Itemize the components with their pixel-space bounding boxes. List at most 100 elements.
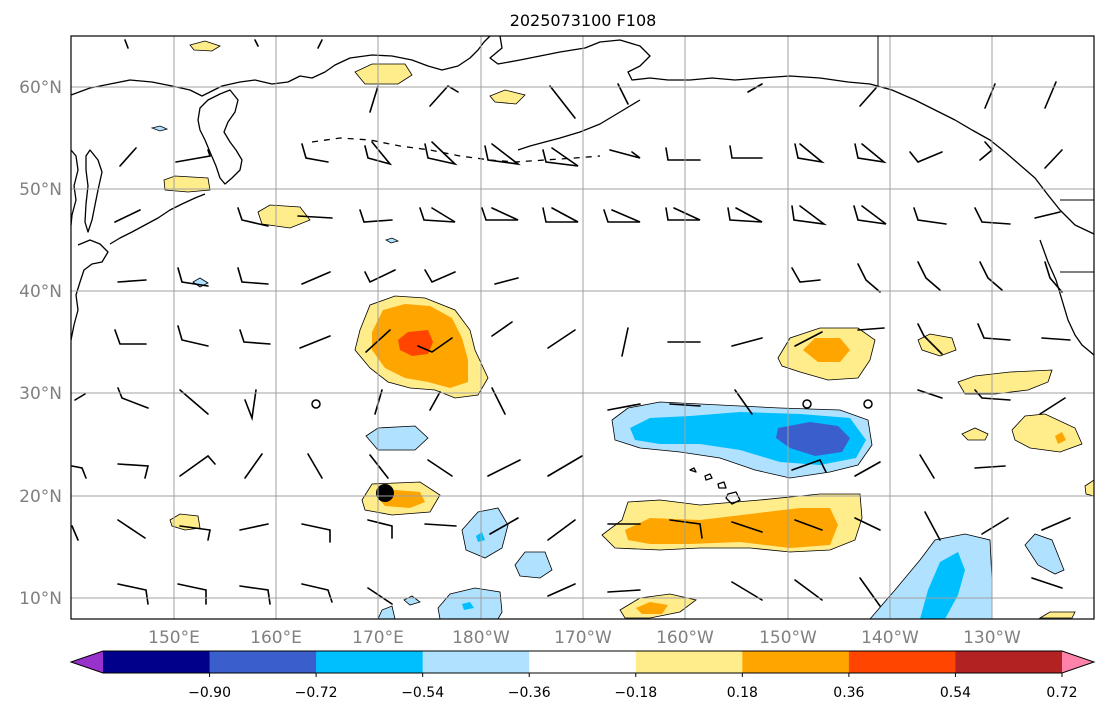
- wind-barb: [794, 143, 825, 164]
- wind-barb: [114, 209, 141, 223]
- coastline-western-na: [1039, 239, 1095, 356]
- wind-barb: [254, 39, 259, 47]
- anomaly-region: [776, 422, 850, 456]
- wind-barb: [794, 331, 823, 347]
- wind-barb: [419, 207, 456, 223]
- anomaly-region: [163, 175, 211, 193]
- anomaly-region: [365, 425, 429, 451]
- wind-barb: [117, 463, 150, 479]
- colorbar-segment: [742, 651, 850, 673]
- map-panel: [70, 35, 1095, 620]
- wind-barb: [909, 151, 943, 163]
- wind-barb: [1044, 261, 1063, 293]
- wind-barb: [239, 329, 271, 345]
- coastline-alaska-peninsula: [517, 99, 641, 151]
- wind-barb: [609, 149, 641, 159]
- coastline-sakhalin: [84, 149, 103, 233]
- wind-barb: [484, 143, 521, 166]
- anomaly-region: [961, 427, 989, 441]
- wind-barb: [177, 267, 209, 287]
- wind-barb: [301, 523, 331, 543]
- wind-barb: [179, 389, 209, 415]
- wind-barb: [299, 335, 331, 349]
- wind-barb: [859, 87, 877, 107]
- wind-barb: [747, 83, 763, 93]
- colorbar-segment: [316, 651, 424, 673]
- coastlines: [70, 35, 1095, 505]
- wind-barb: [854, 143, 887, 164]
- wind-barb: [179, 525, 211, 541]
- wind-barb: [549, 85, 576, 119]
- wind-barb: [1041, 517, 1071, 531]
- wind-barb: [424, 141, 458, 166]
- colorbar-tick-label: −0.36: [508, 685, 551, 701]
- wind-barb: [607, 403, 641, 411]
- wind-barb: [297, 215, 333, 219]
- anomaly-region: [1011, 413, 1083, 453]
- wind-barb: [542, 207, 579, 223]
- longitude-labels: 150°E 160°E 170°E 180°W 170°W 160°W 150°…: [148, 628, 1021, 648]
- wind-barb: [369, 85, 379, 113]
- colorbar-segment: [955, 651, 1063, 673]
- wind-barb: [124, 39, 129, 49]
- wind-barb: [177, 583, 207, 605]
- anomaly-region: [636, 602, 668, 614]
- wind-barb: [547, 583, 576, 597]
- colorbar-extend-high: [1062, 651, 1094, 673]
- wind-barb: [603, 209, 641, 223]
- lon-label: 160°E: [250, 628, 302, 648]
- wind-barb: [734, 389, 753, 415]
- wind-barb: [487, 459, 521, 477]
- wind-barb: [239, 585, 271, 605]
- coastline-alaska: [489, 35, 1095, 235]
- wind-barb: [854, 461, 881, 477]
- wind-barb: [71, 525, 79, 541]
- wind-barb: [924, 511, 941, 541]
- wind-barb: [857, 263, 881, 293]
- anomaly-region: [957, 369, 1053, 395]
- wind-barb: [359, 209, 393, 223]
- colorbar-segment: [103, 651, 211, 673]
- colorbar-tick-label: 0.54: [940, 685, 971, 701]
- wind-barb: [179, 454, 216, 477]
- wind-barb: [917, 323, 943, 355]
- wind-barb: [369, 454, 389, 479]
- coastline-aleutians: [311, 137, 601, 163]
- wind-barbs: [71, 39, 1071, 607]
- wind-barb: [317, 39, 323, 49]
- lon-label: 160°W: [656, 628, 714, 648]
- colorbar-tick-label: −0.90: [188, 685, 231, 701]
- coastline-mainland-asia: [70, 149, 79, 226]
- wind-barb: [974, 465, 1006, 469]
- calm-circle: [311, 399, 321, 409]
- wind-barb: [117, 583, 149, 605]
- colorbar-segment: [422, 651, 530, 673]
- wind-barb: [1044, 81, 1057, 109]
- wind-barb: [1041, 337, 1071, 341]
- wind-barb: [791, 267, 821, 283]
- wind-barb: [427, 459, 453, 477]
- wind-barb: [857, 327, 885, 331]
- lon-label: 150°E: [148, 628, 200, 648]
- anomaly-region: [514, 551, 553, 579]
- wind-barb: [117, 279, 147, 283]
- wind-barb: [301, 271, 331, 285]
- coastline-hokkaido: [70, 239, 109, 341]
- anomaly-region: [354, 63, 413, 85]
- colorbar-tick-label: 0.36: [833, 685, 864, 701]
- colorbar-tick-label: −0.54: [401, 685, 444, 701]
- lat-label: 60°N: [19, 78, 62, 98]
- wind-barb: [491, 387, 506, 415]
- wind-barb: [547, 455, 583, 477]
- wind-barb: [119, 147, 137, 167]
- wind-barb: [74, 393, 86, 401]
- wind-barb: [367, 587, 393, 605]
- wind-barb: [489, 517, 519, 535]
- coastline-kurils: [109, 193, 206, 245]
- wind-barb: [1031, 577, 1063, 589]
- lat-label: 50°N: [19, 180, 62, 200]
- wind-barb: [981, 517, 1009, 535]
- wind-barb: [727, 207, 763, 223]
- anomaly-region: [489, 89, 526, 105]
- wind-barb: [117, 519, 146, 539]
